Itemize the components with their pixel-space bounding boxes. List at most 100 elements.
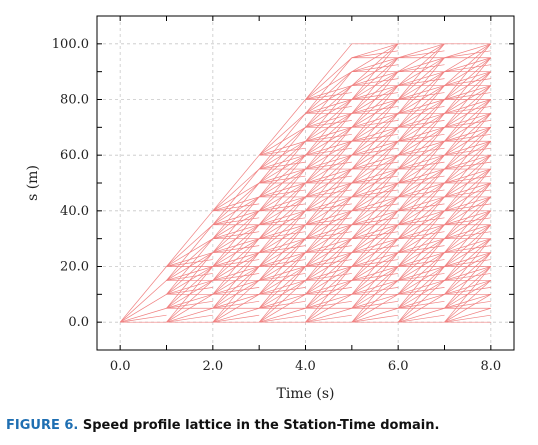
lattice-edge bbox=[351, 224, 399, 240]
lattice-edge bbox=[444, 64, 491, 73]
lattice-edge bbox=[351, 189, 399, 198]
lattice-edge bbox=[351, 168, 399, 184]
lattice-edge bbox=[212, 273, 260, 281]
lattice-edge bbox=[305, 210, 352, 226]
lattice-edge bbox=[398, 113, 445, 128]
lattice-edge bbox=[259, 175, 306, 184]
lattice-edge bbox=[398, 133, 445, 142]
lattice-edge bbox=[259, 203, 306, 212]
lattice-edge bbox=[259, 168, 306, 184]
lattice-edge bbox=[398, 92, 445, 100]
lattice-edge bbox=[259, 300, 306, 309]
lattice-edge bbox=[444, 293, 491, 309]
lattice-edge bbox=[259, 238, 306, 253]
y-tick-label: 80.0 bbox=[60, 93, 89, 108]
lattice-edge bbox=[212, 245, 260, 253]
lattice-edge bbox=[305, 307, 352, 323]
lattice-edge bbox=[398, 196, 445, 212]
lattice-edge bbox=[351, 50, 399, 59]
lattice-edge bbox=[398, 252, 445, 267]
figure-label: FIGURE 6. bbox=[6, 418, 79, 433]
lattice-edge bbox=[351, 147, 399, 156]
lattice-edge bbox=[444, 287, 491, 295]
lattice-edge bbox=[305, 175, 352, 184]
lattice-edge bbox=[444, 57, 491, 73]
x-tick-label: 6.0 bbox=[388, 359, 409, 374]
lattice-edge bbox=[351, 217, 399, 226]
lattice-edge bbox=[351, 300, 399, 309]
lattice-edge bbox=[444, 43, 491, 59]
lattice-edge bbox=[305, 57, 353, 100]
lattice-edge bbox=[305, 154, 352, 170]
lattice-edge bbox=[305, 280, 352, 295]
lattice-edge bbox=[444, 147, 491, 156]
lattice-edge bbox=[398, 154, 445, 170]
lattice-edge bbox=[305, 126, 352, 142]
lattice-edge bbox=[259, 161, 306, 170]
lattice-edge bbox=[398, 210, 445, 226]
lattice-edge bbox=[166, 238, 214, 267]
lattice-edge bbox=[398, 238, 445, 253]
lattice-edge bbox=[258, 99, 306, 156]
lattice-edge bbox=[398, 85, 445, 100]
lattice-edge bbox=[305, 120, 352, 128]
lattice-edge bbox=[259, 189, 306, 198]
lattice-edge bbox=[212, 287, 260, 295]
lattice-edge bbox=[398, 224, 445, 240]
lattice-edge bbox=[119, 294, 167, 323]
lattice-edge bbox=[444, 182, 491, 198]
lattice-edge bbox=[398, 126, 445, 142]
lattice-edge bbox=[212, 203, 260, 212]
lattice-edge bbox=[444, 189, 491, 198]
lattice-edge bbox=[259, 147, 306, 156]
lattice-edge bbox=[259, 182, 306, 198]
lattice-edge bbox=[444, 238, 491, 253]
y-axis-label: s (m) bbox=[25, 165, 41, 201]
lattice-edge bbox=[351, 203, 399, 212]
lattice-edge bbox=[212, 231, 260, 240]
lattice-edge bbox=[398, 307, 445, 323]
lattice-edge bbox=[351, 78, 399, 86]
lattice-edge bbox=[351, 238, 399, 253]
lattice-edge bbox=[212, 280, 260, 295]
y-tick-label: 0.0 bbox=[68, 315, 89, 330]
lattice-edge bbox=[166, 210, 214, 267]
y-tick-label: 20.0 bbox=[60, 260, 89, 275]
lattice-edge bbox=[351, 259, 399, 267]
lattice-edge bbox=[212, 196, 260, 212]
lattice-edge bbox=[305, 140, 352, 156]
lattice-edge bbox=[212, 266, 260, 281]
lattice-edge bbox=[351, 57, 399, 73]
lattice-edge bbox=[398, 106, 445, 114]
lattice-edge bbox=[444, 245, 491, 253]
lattice-edge bbox=[212, 182, 260, 212]
lattice-edge bbox=[351, 64, 399, 73]
lattice-edge bbox=[444, 71, 491, 86]
lattice-edge bbox=[444, 300, 491, 309]
lattice-edge bbox=[212, 224, 260, 240]
lattice-edge bbox=[305, 224, 352, 240]
lattice-edge bbox=[166, 273, 213, 281]
lattice-edge bbox=[305, 238, 352, 253]
x-tick-label: 8.0 bbox=[480, 359, 501, 374]
lattice-edge bbox=[444, 280, 491, 295]
lattice-edge bbox=[351, 154, 399, 170]
lattice-edge bbox=[212, 210, 260, 226]
lattice-edge bbox=[212, 154, 260, 212]
lattice-edge bbox=[398, 287, 445, 295]
lattice-edge bbox=[166, 293, 213, 309]
lattice-edge bbox=[305, 147, 352, 156]
lattice-edge bbox=[305, 293, 352, 309]
lattice-edge bbox=[258, 127, 306, 156]
lattice-edge bbox=[119, 266, 167, 323]
lattice-edge bbox=[398, 189, 445, 198]
lattice-edge bbox=[351, 161, 399, 170]
lattice-edge bbox=[398, 266, 445, 281]
lattice-edge bbox=[444, 259, 491, 267]
lattice-edge bbox=[351, 231, 399, 240]
lattice-edge bbox=[444, 273, 491, 281]
lattice-edge bbox=[398, 182, 445, 198]
lattice-edge bbox=[444, 196, 491, 212]
lattice-edge bbox=[259, 273, 306, 281]
